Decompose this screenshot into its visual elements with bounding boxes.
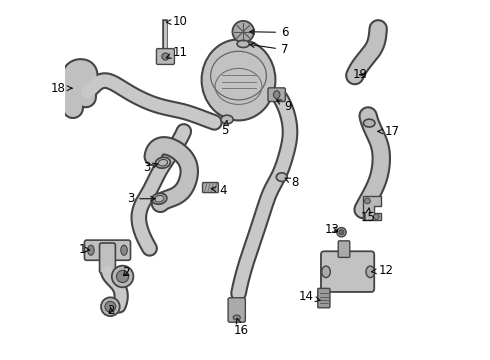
Text: 5: 5 xyxy=(221,121,229,137)
Text: 2: 2 xyxy=(122,266,130,279)
Text: 3: 3 xyxy=(143,161,158,174)
Text: 12: 12 xyxy=(371,264,393,277)
Text: 4: 4 xyxy=(211,184,226,197)
FancyBboxPatch shape xyxy=(228,298,245,322)
Ellipse shape xyxy=(221,115,233,124)
FancyBboxPatch shape xyxy=(338,241,350,257)
Ellipse shape xyxy=(364,119,375,127)
Ellipse shape xyxy=(121,245,127,255)
Ellipse shape xyxy=(276,173,287,181)
Ellipse shape xyxy=(273,91,280,99)
FancyBboxPatch shape xyxy=(99,243,116,273)
Circle shape xyxy=(101,297,120,316)
Circle shape xyxy=(337,228,346,237)
Ellipse shape xyxy=(237,40,249,48)
Ellipse shape xyxy=(155,157,171,168)
Text: 13: 13 xyxy=(324,223,339,236)
Text: 1: 1 xyxy=(78,243,90,256)
Circle shape xyxy=(162,53,169,60)
Text: 10: 10 xyxy=(166,15,188,28)
FancyBboxPatch shape xyxy=(84,240,130,260)
Ellipse shape xyxy=(201,40,275,120)
Ellipse shape xyxy=(321,266,330,278)
Ellipse shape xyxy=(366,266,374,278)
Text: 11: 11 xyxy=(166,46,188,59)
Circle shape xyxy=(365,198,370,204)
FancyBboxPatch shape xyxy=(202,183,219,193)
Text: 14: 14 xyxy=(298,291,320,303)
Text: 17: 17 xyxy=(378,125,400,138)
Text: 7: 7 xyxy=(250,43,289,56)
FancyBboxPatch shape xyxy=(268,88,285,102)
Polygon shape xyxy=(363,196,381,220)
Text: 18: 18 xyxy=(51,82,72,95)
Text: 19: 19 xyxy=(352,68,368,81)
Text: 8: 8 xyxy=(285,176,298,189)
Text: 6: 6 xyxy=(250,26,289,39)
FancyBboxPatch shape xyxy=(156,49,174,64)
Text: 9: 9 xyxy=(277,100,292,113)
Circle shape xyxy=(232,21,254,42)
Circle shape xyxy=(112,266,133,287)
Circle shape xyxy=(105,301,116,312)
FancyBboxPatch shape xyxy=(321,251,374,292)
Ellipse shape xyxy=(233,315,240,320)
FancyBboxPatch shape xyxy=(318,288,330,308)
Text: 15: 15 xyxy=(360,208,375,224)
Text: 2: 2 xyxy=(107,304,115,317)
Text: 3: 3 xyxy=(127,192,155,205)
Circle shape xyxy=(373,214,379,220)
Circle shape xyxy=(339,230,344,235)
Text: 16: 16 xyxy=(233,318,248,337)
Ellipse shape xyxy=(152,193,167,204)
Circle shape xyxy=(117,270,129,283)
Ellipse shape xyxy=(88,245,94,255)
